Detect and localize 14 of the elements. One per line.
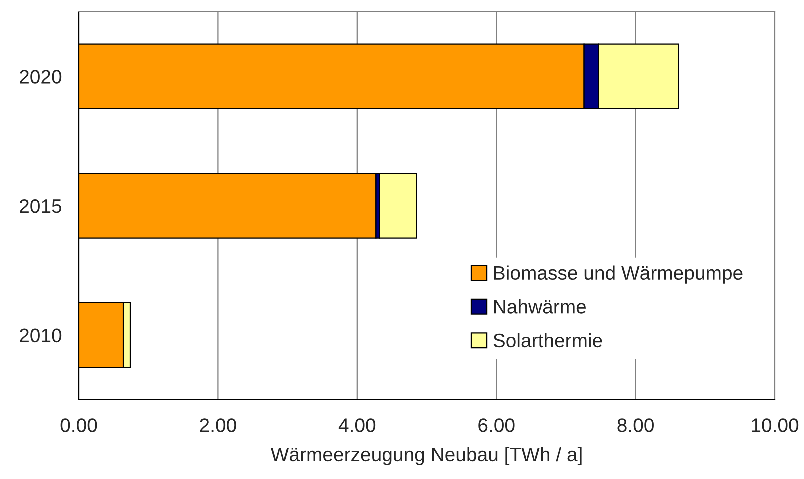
x-axis-title: Wärmeerzeugung Neubau [TWh / a] xyxy=(270,447,582,466)
y-tick-label: 2020 xyxy=(20,70,62,84)
x-tick-label: 2.00 xyxy=(200,418,236,432)
bar xyxy=(379,173,418,239)
x-tick-label: 10.00 xyxy=(752,418,799,432)
y-tick-label: 2015 xyxy=(20,199,62,214)
x-tick-label: 8.00 xyxy=(618,418,654,432)
x-tick-label: 6.00 xyxy=(478,418,515,432)
legend-label: Solarthermie xyxy=(494,333,602,348)
y-tick-label: 2010 xyxy=(20,328,62,343)
legend-label: Biomasse und Wärmepumpe xyxy=(494,266,743,284)
x-tick-label: 4.00 xyxy=(338,418,376,432)
legend-label: Nahwärme xyxy=(494,300,586,314)
x-tick-label: 0.00 xyxy=(60,418,98,432)
